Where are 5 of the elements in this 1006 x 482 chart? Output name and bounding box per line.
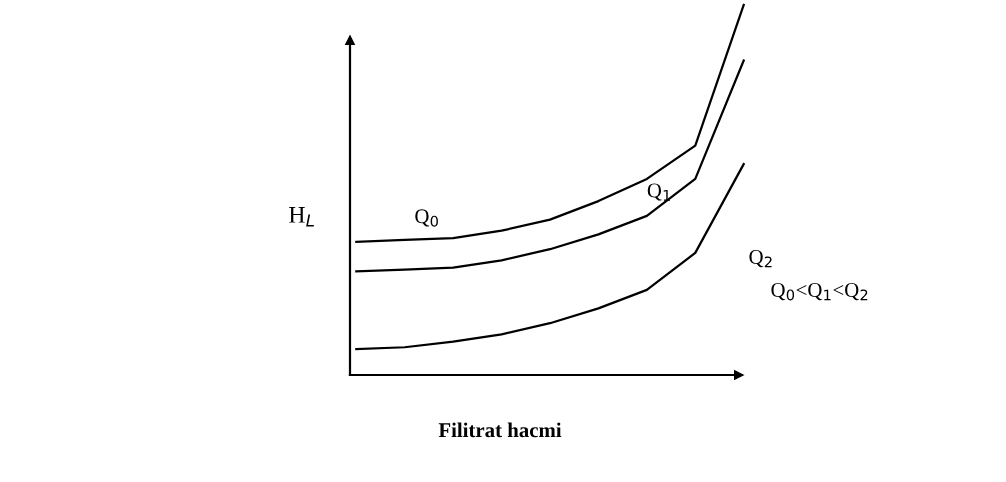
- text: Q$_{0}$<Q$_{1}$<Q$_{2}$: [771, 283, 868, 301]
- text: Q$_{2}$: [749, 250, 772, 268]
- series-label: Q$_{0}$: [415, 209, 438, 227]
- x-axis-title: Filitrat hacmi: [438, 422, 562, 438]
- y-axis-title: H$_{L}$: [289, 207, 314, 227]
